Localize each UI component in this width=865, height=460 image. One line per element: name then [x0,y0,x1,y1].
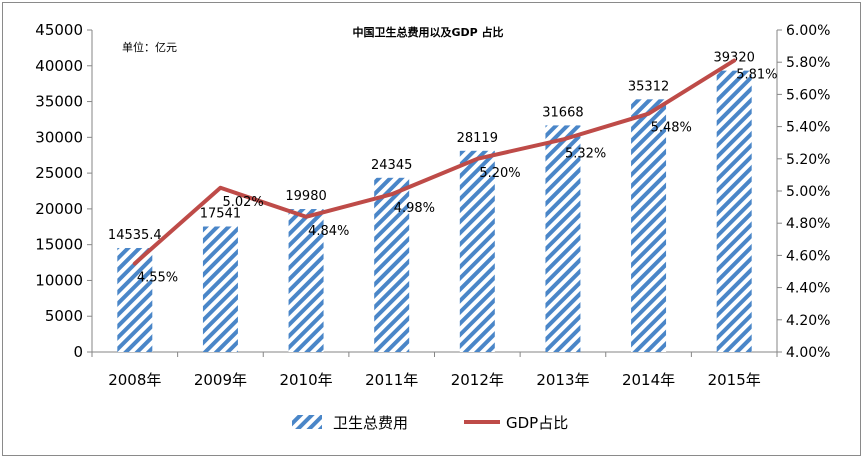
x-tick-label: 2008年 [108,371,161,389]
x-tick-label: 2014年 [622,371,675,389]
right-tick-label: 4.20% [786,313,830,329]
legend: 卫生总费用 GDP占比 [292,414,568,432]
bar-data-labels: 14535.4 17541 19980 24345 28119 31668 35312 393… [108,51,755,243]
x-tick-label: 2015年 [708,371,761,389]
line-data-labels: 4.55% 5.02% 4.84% 4.98% 5.20% 5.32% 5.48% 5.81% [137,68,778,286]
x-tick-label: 2013年 [536,371,589,389]
left-tick-label: 45000 [35,21,83,39]
chart-title: 中国卫生总费用以及GDP 占比 [352,25,503,39]
x-tick-label: 2012年 [451,371,504,389]
right-tick-label: 5.80% [786,55,830,71]
left-tick-label: 40000 [35,57,83,75]
bar [545,125,581,353]
unit-note: 单位：亿元 [122,40,177,54]
bar-series [117,70,752,353]
left-tick-label: 5000 [45,307,83,325]
left-tick-label: 35000 [35,93,83,111]
left-tick-label: 25000 [35,164,83,182]
line-data-label: 5.02% [222,195,263,210]
right-tick-label: 4.60% [786,248,830,264]
bar-data-label: 31668 [542,105,583,120]
left-tick-label: 30000 [35,128,83,146]
bar-data-label: 19980 [285,189,326,204]
right-axis-ticks: 4.00% 4.20% 4.40% 4.60% 4.80% 5.00% 5.20% 5.40%… [777,23,830,361]
left-tick-label: 15000 [35,236,83,254]
bar [202,226,238,352]
right-tick-label: 4.80% [786,216,830,232]
line-data-label: 5.81% [736,68,777,83]
line-data-label: 5.32% [565,146,606,161]
line-data-label: 4.84% [308,224,349,239]
bar [716,70,752,352]
left-tick-label: 20000 [35,200,83,218]
bar-data-label: 24345 [371,158,412,173]
bar-data-label: 17541 [200,206,241,221]
right-tick-label: 4.00% [786,345,830,361]
right-tick-label: 5.60% [786,87,830,103]
line-data-label: 4.98% [394,201,435,216]
gdp-share-line [132,58,737,266]
legend-bar-label: 卫生总费用 [333,414,408,432]
left-tick-label: 0 [73,343,83,361]
right-tick-label: 6.00% [786,23,830,39]
legend-bar-swatch [292,415,322,429]
left-tick-label: 10000 [35,271,83,289]
bar-data-label: 28119 [457,131,498,146]
left-axis-ticks: 0 5000 10000 15000 20000 25000 30000 35000 40000… [35,21,92,361]
right-tick-label: 5.40% [786,120,830,136]
bar-data-label: 14535.4 [108,228,162,243]
line-series [132,58,737,266]
bar [631,99,667,352]
bar-data-label: 39320 [714,51,755,66]
x-tick-label: 2010年 [279,371,332,389]
x-tick-label: 2009年 [194,371,247,389]
x-axis-ticks: 2008年 2009年 2010年 2011年 2012年 2013年 2014年 2015年 [91,352,778,389]
line-data-label: 5.48% [651,121,692,136]
right-tick-label: 4.40% [786,281,830,297]
x-tick-label: 2011年 [365,371,418,389]
bar [374,177,410,352]
line-data-label: 4.55% [137,270,178,285]
bar [459,150,495,352]
line-data-label: 5.20% [479,166,520,181]
bar-data-label: 35312 [628,79,669,94]
right-tick-label: 5.00% [786,184,830,200]
bar [288,209,324,352]
right-tick-label: 5.20% [786,152,830,168]
legend-line-label: GDP占比 [506,414,568,432]
